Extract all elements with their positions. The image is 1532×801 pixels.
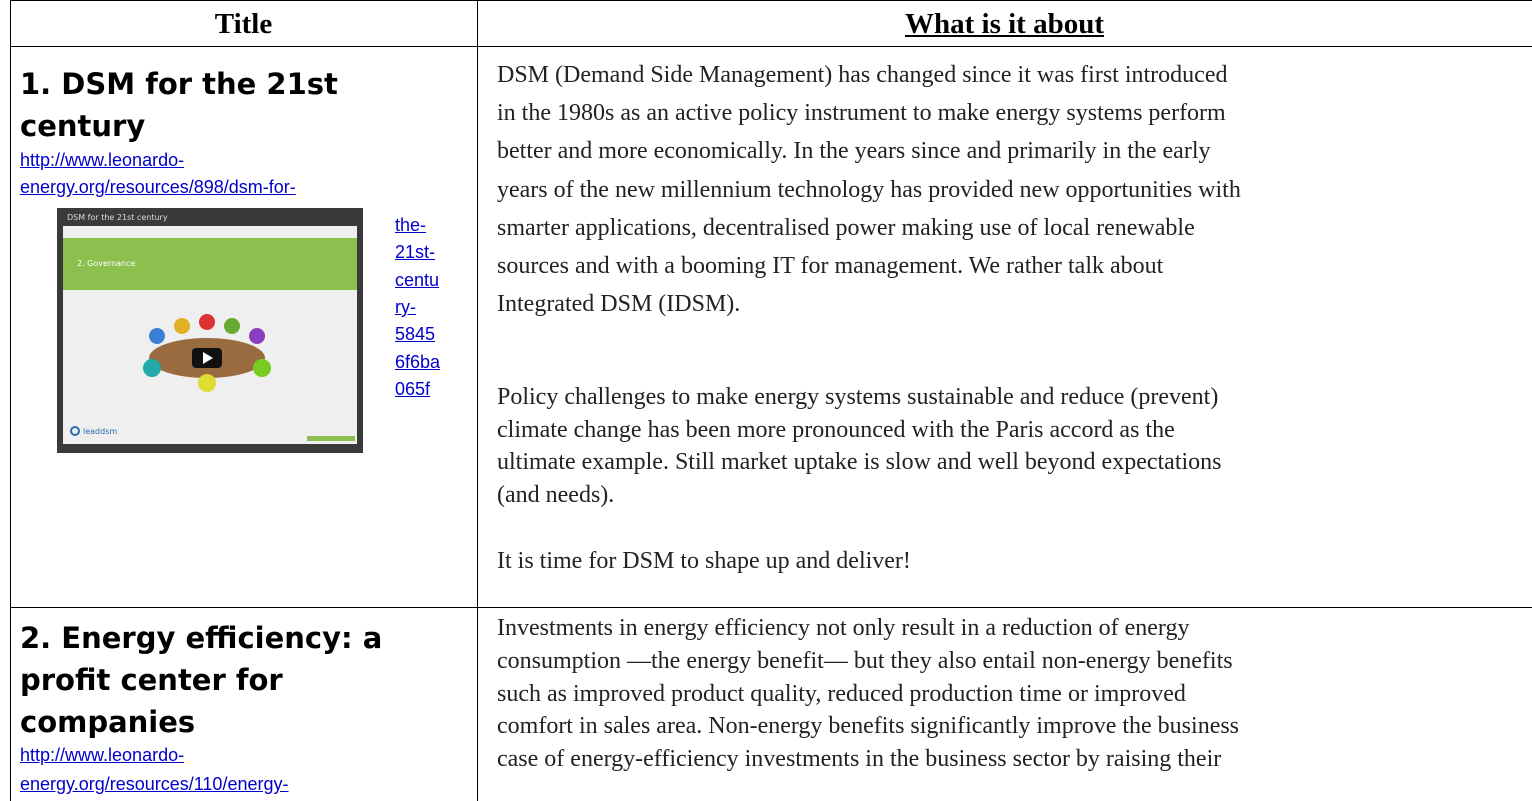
row-title: companies <box>20 701 195 743</box>
description-line: climate change has been more pronounced … <box>497 414 1175 446</box>
border <box>10 46 1532 47</box>
border <box>10 0 1532 1</box>
resource-link[interactable]: the- <box>395 212 426 239</box>
resource-link[interactable]: energy.org/resources/898/dsm-for- <box>20 174 296 201</box>
description-line: DSM (Demand Side Management) has changed… <box>497 59 1227 91</box>
description-line: better and more economically. In the yea… <box>497 135 1211 167</box>
description-line: Investments in energy efficiency not onl… <box>497 612 1189 644</box>
description-line: case of energy-efficiency investments in… <box>497 743 1221 775</box>
border <box>10 0 11 801</box>
resource-link[interactable]: 21st- <box>395 239 435 266</box>
thumbnail-logo: leaddsm <box>83 427 117 436</box>
row-title: century <box>20 105 145 147</box>
resource-link[interactable]: http://www.leonardo- <box>20 147 184 174</box>
thumbnail-slide: 2. Governance <box>77 259 136 268</box>
description-line: (and needs). <box>497 479 614 511</box>
resource-link[interactable]: centu <box>395 267 439 294</box>
row-title: 2. Energy efficiency: a <box>20 617 382 659</box>
resource-link[interactable]: http://www.leonardo- <box>20 742 184 769</box>
description-line: sources and with a booming IT for manage… <box>497 250 1163 282</box>
description-line: Integrated DSM (IDSM). <box>497 288 740 320</box>
row-title: profit center for <box>20 659 283 701</box>
description-line: ultimate example. Still market uptake is… <box>497 446 1222 478</box>
description-line: such as improved product quality, reduce… <box>497 678 1186 710</box>
border <box>477 0 478 801</box>
resource-link[interactable]: 5845 <box>395 321 435 348</box>
description-line: in the 1980s as an active policy instrum… <box>497 97 1226 129</box>
description-line: It is time for DSM to shape up and deliv… <box>497 545 911 577</box>
row-title: 1. DSM for the 21st <box>20 63 338 105</box>
description-line: years of the new millennium technology h… <box>497 174 1241 206</box>
border <box>10 607 1532 608</box>
thumbnail-caption: DSM for the 21st century <box>67 213 168 222</box>
description-line: Policy challenges to make energy systems… <box>497 381 1218 413</box>
description-line: comfort in sales area. Non-energy benefi… <box>497 710 1239 742</box>
resource-link[interactable]: ry- <box>395 294 416 321</box>
resource-link[interactable]: 6f6ba <box>395 349 440 376</box>
page: {"header": {"title": "Title", "about": "… <box>0 0 1532 801</box>
header-title: Title <box>10 4 477 44</box>
resource-link[interactable]: energy.org/resources/110/energy- <box>20 771 288 798</box>
header-about: What is it about <box>477 4 1532 44</box>
description-line: consumption —the energy benefit— but the… <box>497 645 1233 677</box>
description-line: smarter applications, decentralised powe… <box>497 212 1195 244</box>
video-thumbnail[interactable]: DSM for the 21st century 2. Governance l… <box>57 208 363 453</box>
resource-link[interactable]: 065f <box>395 376 430 403</box>
